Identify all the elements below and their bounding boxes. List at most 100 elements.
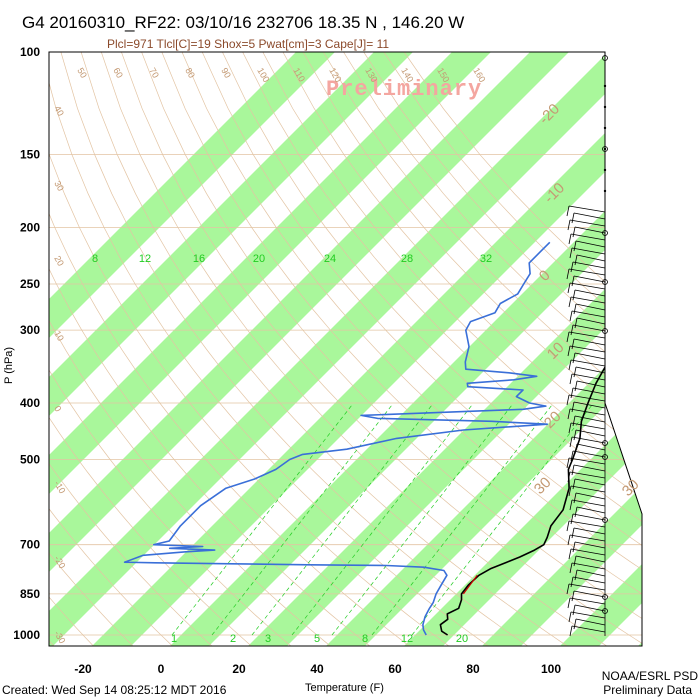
- mixing-ratio-label: 8: [92, 253, 98, 265]
- mixing-ratio-label: 32: [480, 253, 492, 265]
- wind-barb-feather: [569, 562, 573, 574]
- wind-barb-feather: [566, 583, 570, 595]
- wind-barb-feather: [571, 338, 575, 350]
- wind-barb: [569, 471, 606, 479]
- wind-barb: [569, 597, 606, 605]
- x-tick-label: 0: [158, 662, 165, 676]
- dry-adiabat: [49, 52, 254, 646]
- wind-barb: [575, 492, 606, 500]
- y-tick-label: 500: [20, 452, 40, 466]
- calm-wind-marker: [602, 328, 608, 334]
- temperature-band: [161, 52, 642, 646]
- calm-wind-marker: [602, 279, 608, 285]
- dry-adiabat: [363, 52, 642, 646]
- wind-barb: [575, 618, 606, 626]
- wind-barb: [575, 240, 606, 248]
- wind-dot: [603, 189, 607, 193]
- wind-barb: [571, 247, 606, 255]
- x-axis-label: Temperature (F): [305, 682, 384, 694]
- dry-adiabat: [141, 52, 642, 646]
- chart-subtitle: Plcl=971 Tlcl[C]=19 Shox=5 Pwat[cm]=3 Ca…: [107, 37, 389, 51]
- mixing-ratio-label: 20: [253, 253, 265, 265]
- wind-dot: [603, 84, 607, 88]
- dry-adiabat: [302, 52, 642, 646]
- x-tick-label: -20: [74, 662, 92, 676]
- dry-adiabat-label: 90: [219, 66, 233, 80]
- wind-barb-feather: [574, 506, 578, 518]
- wind-barb-feather: [571, 275, 575, 287]
- dry-adiabat: [121, 52, 642, 646]
- wind-barb-feather: [568, 611, 572, 623]
- wind-barb-feather: [569, 373, 573, 385]
- wind-barb-feather: [571, 212, 575, 224]
- wind-barb-feather: [566, 394, 570, 406]
- wind-barb-feather: [571, 527, 575, 539]
- wind-barb: [570, 611, 606, 619]
- wind-barb: [576, 380, 606, 388]
- dry-adiabat: [49, 52, 95, 646]
- credit-line-2: Preliminary Data: [603, 683, 692, 697]
- wind-barb-feather: [572, 226, 576, 238]
- wind-barb-feather: [567, 534, 571, 546]
- wind-dot: [603, 147, 607, 151]
- wind-barb-feather: [568, 296, 572, 308]
- wind-barb-feather: [570, 513, 574, 525]
- wind-barb: [574, 226, 606, 234]
- dry-adiabat: [49, 52, 372, 646]
- wind-barb-feather: [574, 443, 578, 455]
- temperature-band: [317, 52, 642, 646]
- created-timestamp: Created: Wed Sep 14 08:25:12 MDT 2016: [2, 683, 227, 697]
- wind-barb: [573, 212, 606, 220]
- wind-dot: [603, 126, 607, 130]
- wind-barb: [575, 429, 606, 437]
- dry-adiabat: [383, 52, 642, 646]
- wind-barb: [568, 394, 606, 402]
- wind-barb-feather: [567, 219, 571, 231]
- wind-barb: [572, 513, 606, 521]
- wind-barb-feather: [570, 324, 574, 336]
- calm-wind-marker: [602, 230, 608, 236]
- wind-barb: [572, 450, 606, 458]
- wind-barb: [569, 534, 606, 542]
- wind-barb-feather: [572, 604, 576, 616]
- dry-adiabat-label: 50: [75, 66, 89, 80]
- wind-barb-feather: [569, 625, 573, 637]
- wind-barb: [575, 366, 606, 374]
- wind-barb: [571, 310, 606, 318]
- wind-barb: [570, 359, 606, 367]
- wind-barb-feather: [569, 310, 573, 322]
- wind-barb: [569, 408, 606, 416]
- wind-barb-feather: [570, 261, 574, 273]
- wind-barb: [573, 338, 606, 346]
- wind-barb-feather: [573, 555, 577, 567]
- wind-barb-feather: [568, 233, 572, 245]
- x-tick-label: 60: [388, 662, 402, 676]
- temperature-band: [49, 52, 642, 646]
- wind-barb: [574, 352, 606, 360]
- wind-barb-feather: [567, 597, 571, 609]
- wind-barb: [570, 485, 606, 493]
- wind-barb: [573, 401, 606, 409]
- dry-adiabat-label: 10: [52, 329, 66, 343]
- dry-adiabat-label: 70: [147, 66, 161, 80]
- wind-barb-feather: [568, 548, 572, 560]
- temperature-band: [49, 52, 432, 646]
- wind-dot: [603, 168, 607, 172]
- wind-barb: [568, 520, 606, 528]
- wind-barb-feather: [574, 317, 578, 329]
- dry-adiabat: [201, 52, 642, 646]
- wind-barb-feather: [567, 282, 571, 294]
- calm-wind-marker: [602, 454, 608, 460]
- wind-barb-feather: [566, 331, 570, 343]
- wind-barb: [572, 261, 606, 269]
- wind-barb: [572, 576, 606, 584]
- wind-barb: [568, 331, 606, 339]
- wind-barb: [568, 583, 606, 591]
- series-parcel-line: [462, 574, 478, 595]
- dry-adiabat-label: 0: [52, 404, 63, 413]
- wind-barb: [574, 604, 606, 612]
- y-tick-label: 150: [20, 148, 40, 162]
- wind-barb-feather: [573, 366, 577, 378]
- y-tick-label: 300: [20, 323, 40, 337]
